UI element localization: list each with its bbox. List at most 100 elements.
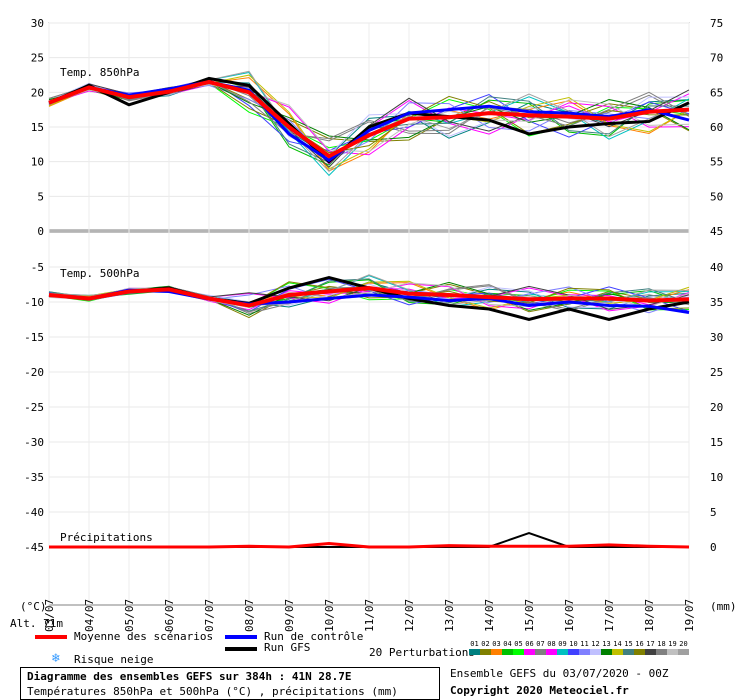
legend-gfs-swatch (225, 647, 257, 651)
perturbation-number: 05 (514, 640, 523, 648)
perturbation-swatch (524, 649, 535, 655)
footer-title: Diagramme des ensembles GEFS sur 384h : … (27, 670, 352, 683)
perturbation-legend-item: 18 (656, 640, 667, 655)
perturbation-swatch (469, 649, 480, 655)
perturbation-swatch (491, 649, 502, 655)
legend-mean-label: Moyenne des scénarios (74, 630, 214, 643)
y-tick-label-500: -35 (24, 471, 44, 484)
perturbation-legend-item: 01 (469, 640, 480, 655)
perturbation-swatch (590, 649, 601, 655)
perturbation-number: 12 (591, 640, 600, 648)
legend-control-swatch (225, 635, 257, 639)
y2-tick-label-precip: 0 (710, 541, 717, 554)
perturbation-swatch (645, 649, 656, 655)
perturbation-legend-item: 19 (667, 640, 678, 655)
y2-tick-label-850: 70 (710, 52, 723, 65)
x-tick-label: 10/07 (323, 599, 336, 632)
y2-tick-label-precip: 5 (710, 506, 717, 519)
x-tick-label: 09/07 (283, 599, 296, 632)
perturbation-number: 07 (536, 640, 545, 648)
series-line-500 (48, 285, 690, 308)
x-tick-label: 19/07 (683, 599, 696, 632)
perturbation-number: 20 (679, 640, 688, 648)
x-tick-label: 03/07 (43, 599, 56, 632)
perturbation-swatch (502, 649, 513, 655)
y-tick-label-850: 20 (31, 86, 44, 99)
perturbation-number: 03 (492, 640, 501, 648)
perturbation-swatch (623, 649, 634, 655)
perturbation-swatch (546, 649, 557, 655)
y-tick-label-500: -40 (24, 506, 44, 519)
perturbation-number: 16 (635, 640, 644, 648)
grid (48, 22, 690, 605)
x-tick-label: 14/07 (483, 599, 496, 632)
series-lines (48, 76, 690, 549)
legend-perturbations-label: 20 Perturbations (369, 646, 475, 659)
x-tick-label: 15/07 (523, 599, 536, 632)
perturbation-number: 15 (624, 640, 633, 648)
unit-left-label: (°C) (20, 600, 47, 613)
y2-tick-label-850: 55 (710, 156, 723, 169)
series-line-precip-mean (49, 541, 690, 549)
y2-tick-label-precip: 10 (710, 471, 723, 484)
x-tick-label: 08/07 (243, 599, 256, 632)
panel-title-precip: Précipitations (60, 531, 153, 544)
perturbation-legend-item: 13 (601, 640, 612, 655)
perturbation-swatch (634, 649, 645, 655)
perturbation-legend-item: 02 (480, 640, 491, 655)
panel-title-500: Temp. 500hPa (60, 267, 139, 280)
x-tick-label: 13/07 (443, 599, 456, 632)
perturbation-number: 11 (580, 640, 589, 648)
perturbation-number: 13 (602, 640, 611, 648)
perturbation-swatch (513, 649, 524, 655)
perturbation-legend-item: 10 (568, 640, 579, 655)
y2-tick-label-precip: 25 (710, 366, 723, 379)
perturbation-legend-item: 11 (579, 640, 590, 655)
perturbation-number: 06 (525, 640, 534, 648)
perturbation-number: 19 (668, 640, 677, 648)
perturbation-legend-item: 03 (491, 640, 502, 655)
footer-subtitle: Températures 850hPa et 500hPa (°C) , pré… (27, 685, 398, 698)
footer-box: Diagramme des ensembles GEFS sur 384h : … (20, 667, 440, 700)
x-tick-label: 11/07 (363, 599, 376, 632)
legend-control-label: Run de contrôle (264, 630, 364, 643)
perturbation-swatch (557, 649, 568, 655)
y-tick-label-500: -25 (24, 401, 44, 414)
y2-tick-label-850: 50 (710, 190, 723, 203)
x-tick-label: 04/07 (83, 599, 96, 632)
y-tick-label-850: 0 (37, 225, 44, 238)
y-tick-label-500: -30 (24, 436, 44, 449)
perturbation-number: 17 (646, 640, 655, 648)
series-line-850 (48, 76, 690, 164)
y-tick-label-850: 30 (31, 17, 44, 30)
series-line-850 (48, 80, 690, 163)
y2-tick-label-850: 45 (710, 225, 723, 238)
perturbation-number: 04 (503, 640, 512, 648)
x-tick-label: 18/07 (643, 599, 656, 632)
perturbation-number: 10 (569, 640, 578, 648)
y2-tick-label-precip: 15 (710, 436, 723, 449)
y-tick-label-500: -45 (24, 541, 44, 554)
perturbation-legend-item: 09 (557, 640, 568, 655)
perturbation-legend-item: 04 (502, 640, 513, 655)
y-tick-label-500: -10 (24, 296, 44, 309)
perturbation-legend-item: 20 (678, 640, 689, 655)
perturbation-number: 08 (547, 640, 556, 648)
perturbation-legend-item: 17 (645, 640, 656, 655)
perturbation-swatch (579, 649, 590, 655)
copyright: Copyright 2020 Meteociel.fr (450, 684, 629, 697)
perturbation-number: 18 (657, 640, 666, 648)
perturbation-swatch (678, 649, 689, 655)
x-tick-label: 06/07 (163, 599, 176, 632)
perturbation-number: 01 (470, 640, 479, 648)
perturbation-legend-item: 07 (535, 640, 546, 655)
y2-tick-label-precip: 35 (710, 296, 723, 309)
x-tick-label: 17/07 (603, 599, 616, 632)
x-tick-label: 12/07 (403, 599, 416, 632)
y-tick-label-500: -15 (24, 331, 44, 344)
legend-gfs-label: Run GFS (264, 641, 311, 654)
perturbation-swatch (480, 649, 491, 655)
perturbation-number: 14 (613, 640, 622, 648)
y2-tick-label-850: 75 (710, 17, 723, 30)
perturbation-swatch (612, 649, 623, 655)
